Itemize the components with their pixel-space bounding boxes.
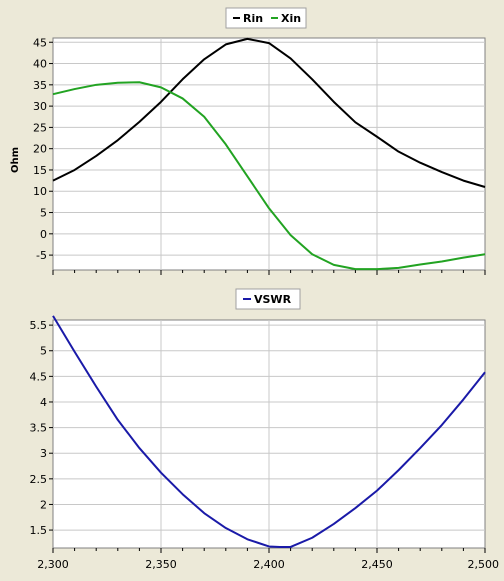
vswr-legend: VSWR [235,288,301,310]
y-tick-labels-vswr: 5.5 5 4.5 4 3.5 3 2.5 2 1.5 [30,319,53,537]
legend-label-vswr: VSWR [254,293,292,306]
legend-label-xin: Xin [281,12,301,25]
y-tick-label: 45 [33,36,47,49]
y-tick-label: 35 [33,79,47,92]
legend-box [225,7,307,29]
y-tick-label: 5 [40,345,47,358]
y-axis-label: Ohm [10,147,21,173]
x-minor-ticks-impedance [52,270,486,275]
x-tick-label: 2,400 [253,558,285,571]
vswr-chart: VSWR 5.5 5 4.5 4 3.5 3 2.5 2 1.5 2,300 2,350 2,400… [30,288,499,571]
y-tick-label: 5 [40,207,47,220]
series-line-xin [52,81,486,271]
y-tick-label: 40 [33,58,47,71]
series-impedance [52,37,486,271]
legend-box [235,288,301,310]
y-tick-label: 20 [33,143,47,156]
series-line-rin [52,37,486,188]
y-tick-label: 4.5 [30,370,48,383]
y-tick-label: 2 [40,498,47,511]
y-tick-labels-impedance: 45 40 35 30 25 20 15 10 5 0 -5 [33,36,53,262]
impedance-legend: Rin Xin [225,7,307,29]
x-tick-label: 2,350 [145,558,177,571]
y-tick-label: 5.5 [30,319,48,332]
x-tick-label: 2,300 [37,558,69,571]
y-tick-label: 15 [33,164,47,177]
y-tick-label: 3.5 [30,422,48,435]
x-tick-labels: 2,300 2,350 2,400 2,450 2,500 [37,548,499,571]
y-tick-label: 1.5 [30,524,48,537]
legend-label-rin: Rin [243,12,263,25]
x-tick-label: 2,500 [468,558,500,571]
y-tick-label: 25 [33,121,47,134]
x-tick-label: 2,450 [361,558,393,571]
y-tick-label: -5 [36,249,47,262]
y-tick-label: 3 [40,447,47,460]
grid-vswr [53,320,485,548]
y-tick-label: 4 [40,396,47,409]
series-vswr [52,315,486,548]
y-tick-label: 30 [33,100,47,113]
y-tick-label: 2.5 [30,473,48,486]
y-tick-label: 0 [40,228,47,241]
impedance-chart: Rin Xin Ohm 45 40 35 30 25 20 15 10 5 0 -5 [10,7,486,275]
y-tick-label: 10 [33,185,47,198]
series-line-vswr [52,315,486,548]
